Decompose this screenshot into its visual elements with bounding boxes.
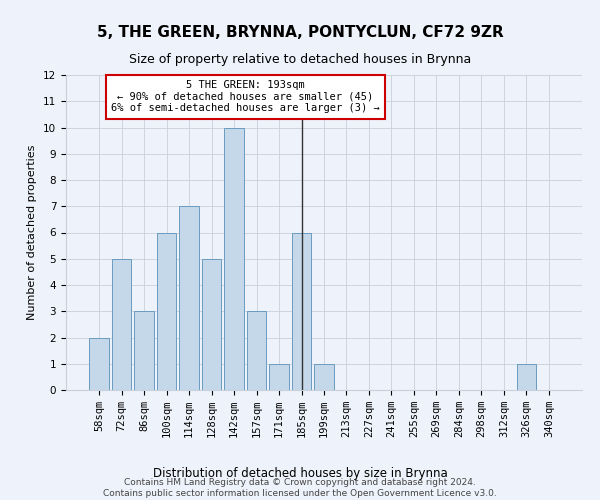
Bar — [179, 206, 199, 390]
Bar — [224, 128, 244, 390]
Bar — [517, 364, 536, 390]
Bar — [134, 311, 154, 390]
Text: Contains HM Land Registry data © Crown copyright and database right 2024.
Contai: Contains HM Land Registry data © Crown c… — [103, 478, 497, 498]
Bar — [112, 259, 131, 390]
Bar — [314, 364, 334, 390]
Text: 5 THE GREEN: 193sqm
← 90% of detached houses are smaller (45)
6% of semi-detache: 5 THE GREEN: 193sqm ← 90% of detached ho… — [111, 80, 380, 114]
Bar — [202, 259, 221, 390]
Text: Size of property relative to detached houses in Brynna: Size of property relative to detached ho… — [129, 52, 471, 66]
Text: Distribution of detached houses by size in Brynna: Distribution of detached houses by size … — [152, 467, 448, 480]
Bar — [89, 338, 109, 390]
Bar — [247, 311, 266, 390]
Bar — [157, 232, 176, 390]
Bar — [292, 232, 311, 390]
Text: 5, THE GREEN, BRYNNA, PONTYCLUN, CF72 9ZR: 5, THE GREEN, BRYNNA, PONTYCLUN, CF72 9Z… — [97, 25, 503, 40]
Y-axis label: Number of detached properties: Number of detached properties — [28, 145, 37, 320]
Bar — [269, 364, 289, 390]
